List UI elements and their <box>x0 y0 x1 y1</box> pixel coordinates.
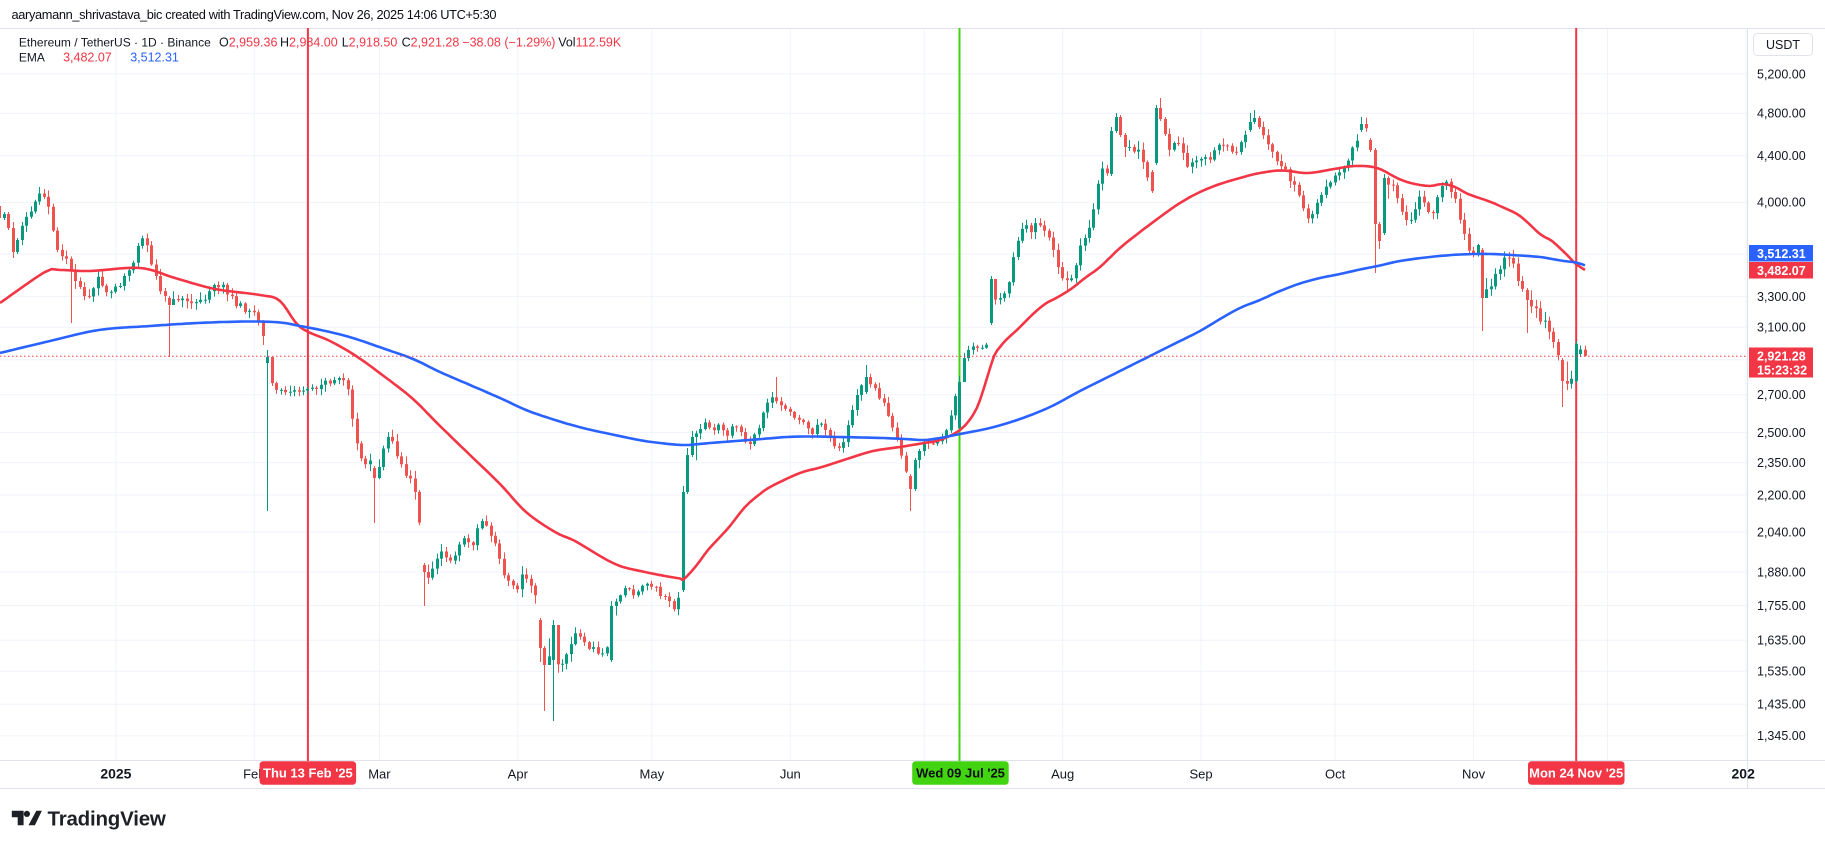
svg-text:USDT: USDT <box>1766 38 1800 52</box>
svg-text:4,800.00: 4,800.00 <box>1757 107 1806 121</box>
svg-text:May: May <box>640 767 665 782</box>
svg-text:1,635.00: 1,635.00 <box>1757 634 1806 648</box>
svg-text:2,200.00: 2,200.00 <box>1757 488 1806 502</box>
svg-text:Mar: Mar <box>368 767 391 782</box>
svg-text:Apr: Apr <box>508 767 529 782</box>
svg-text:2025: 2025 <box>100 766 131 782</box>
svg-text:aaryamann_shrivastava_bic crea: aaryamann_shrivastava_bic created with T… <box>12 7 497 22</box>
svg-text:3,100.00: 3,100.00 <box>1757 321 1806 335</box>
svg-text:TradingView: TradingView <box>48 808 166 831</box>
svg-text:Sep: Sep <box>1190 767 1213 782</box>
svg-text:Thu 13 Feb '25: Thu 13 Feb '25 <box>263 766 353 781</box>
svg-text:2,700.00: 2,700.00 <box>1757 388 1806 402</box>
svg-text:Ethereum / TetherUS · 1D · Bin: Ethereum / TetherUS · 1D · Binance O2,959… <box>19 36 622 50</box>
svg-text:1,880.00: 1,880.00 <box>1757 565 1806 579</box>
svg-text:3,512.31: 3,512.31 <box>1757 247 1806 261</box>
svg-text:5,200.00: 5,200.00 <box>1757 67 1806 81</box>
svg-text:3,482.07: 3,482.07 <box>1757 264 1806 278</box>
svg-text:Wed 09 Jul '25: Wed 09 Jul '25 <box>916 766 1005 781</box>
svg-text:1,535.00: 1,535.00 <box>1757 665 1806 679</box>
svg-text:1,345.00: 1,345.00 <box>1757 729 1806 743</box>
svg-text:Jun: Jun <box>780 767 801 782</box>
svg-text:2,350.00: 2,350.00 <box>1757 456 1806 470</box>
svg-text:15:23:32: 15:23:32 <box>1757 363 1807 377</box>
svg-text:202: 202 <box>1732 766 1756 782</box>
svg-text:2,921.28: 2,921.28 <box>1757 349 1806 363</box>
svg-text:Aug: Aug <box>1051 767 1074 782</box>
svg-text:1,755.00: 1,755.00 <box>1757 599 1806 613</box>
svg-text:Oct: Oct <box>1325 767 1346 782</box>
svg-text:3,300.00: 3,300.00 <box>1757 290 1806 304</box>
svg-text:2,500.00: 2,500.00 <box>1757 426 1806 440</box>
svg-text:4,000.00: 4,000.00 <box>1757 196 1806 210</box>
svg-text:1,435.00: 1,435.00 <box>1757 698 1806 712</box>
svg-text:4,400.00: 4,400.00 <box>1757 149 1806 163</box>
svg-text:2,040.00: 2,040.00 <box>1757 525 1806 539</box>
svg-text:Mon 24 Nov '25: Mon 24 Nov '25 <box>1529 766 1623 781</box>
svg-text:Nov: Nov <box>1462 767 1486 782</box>
